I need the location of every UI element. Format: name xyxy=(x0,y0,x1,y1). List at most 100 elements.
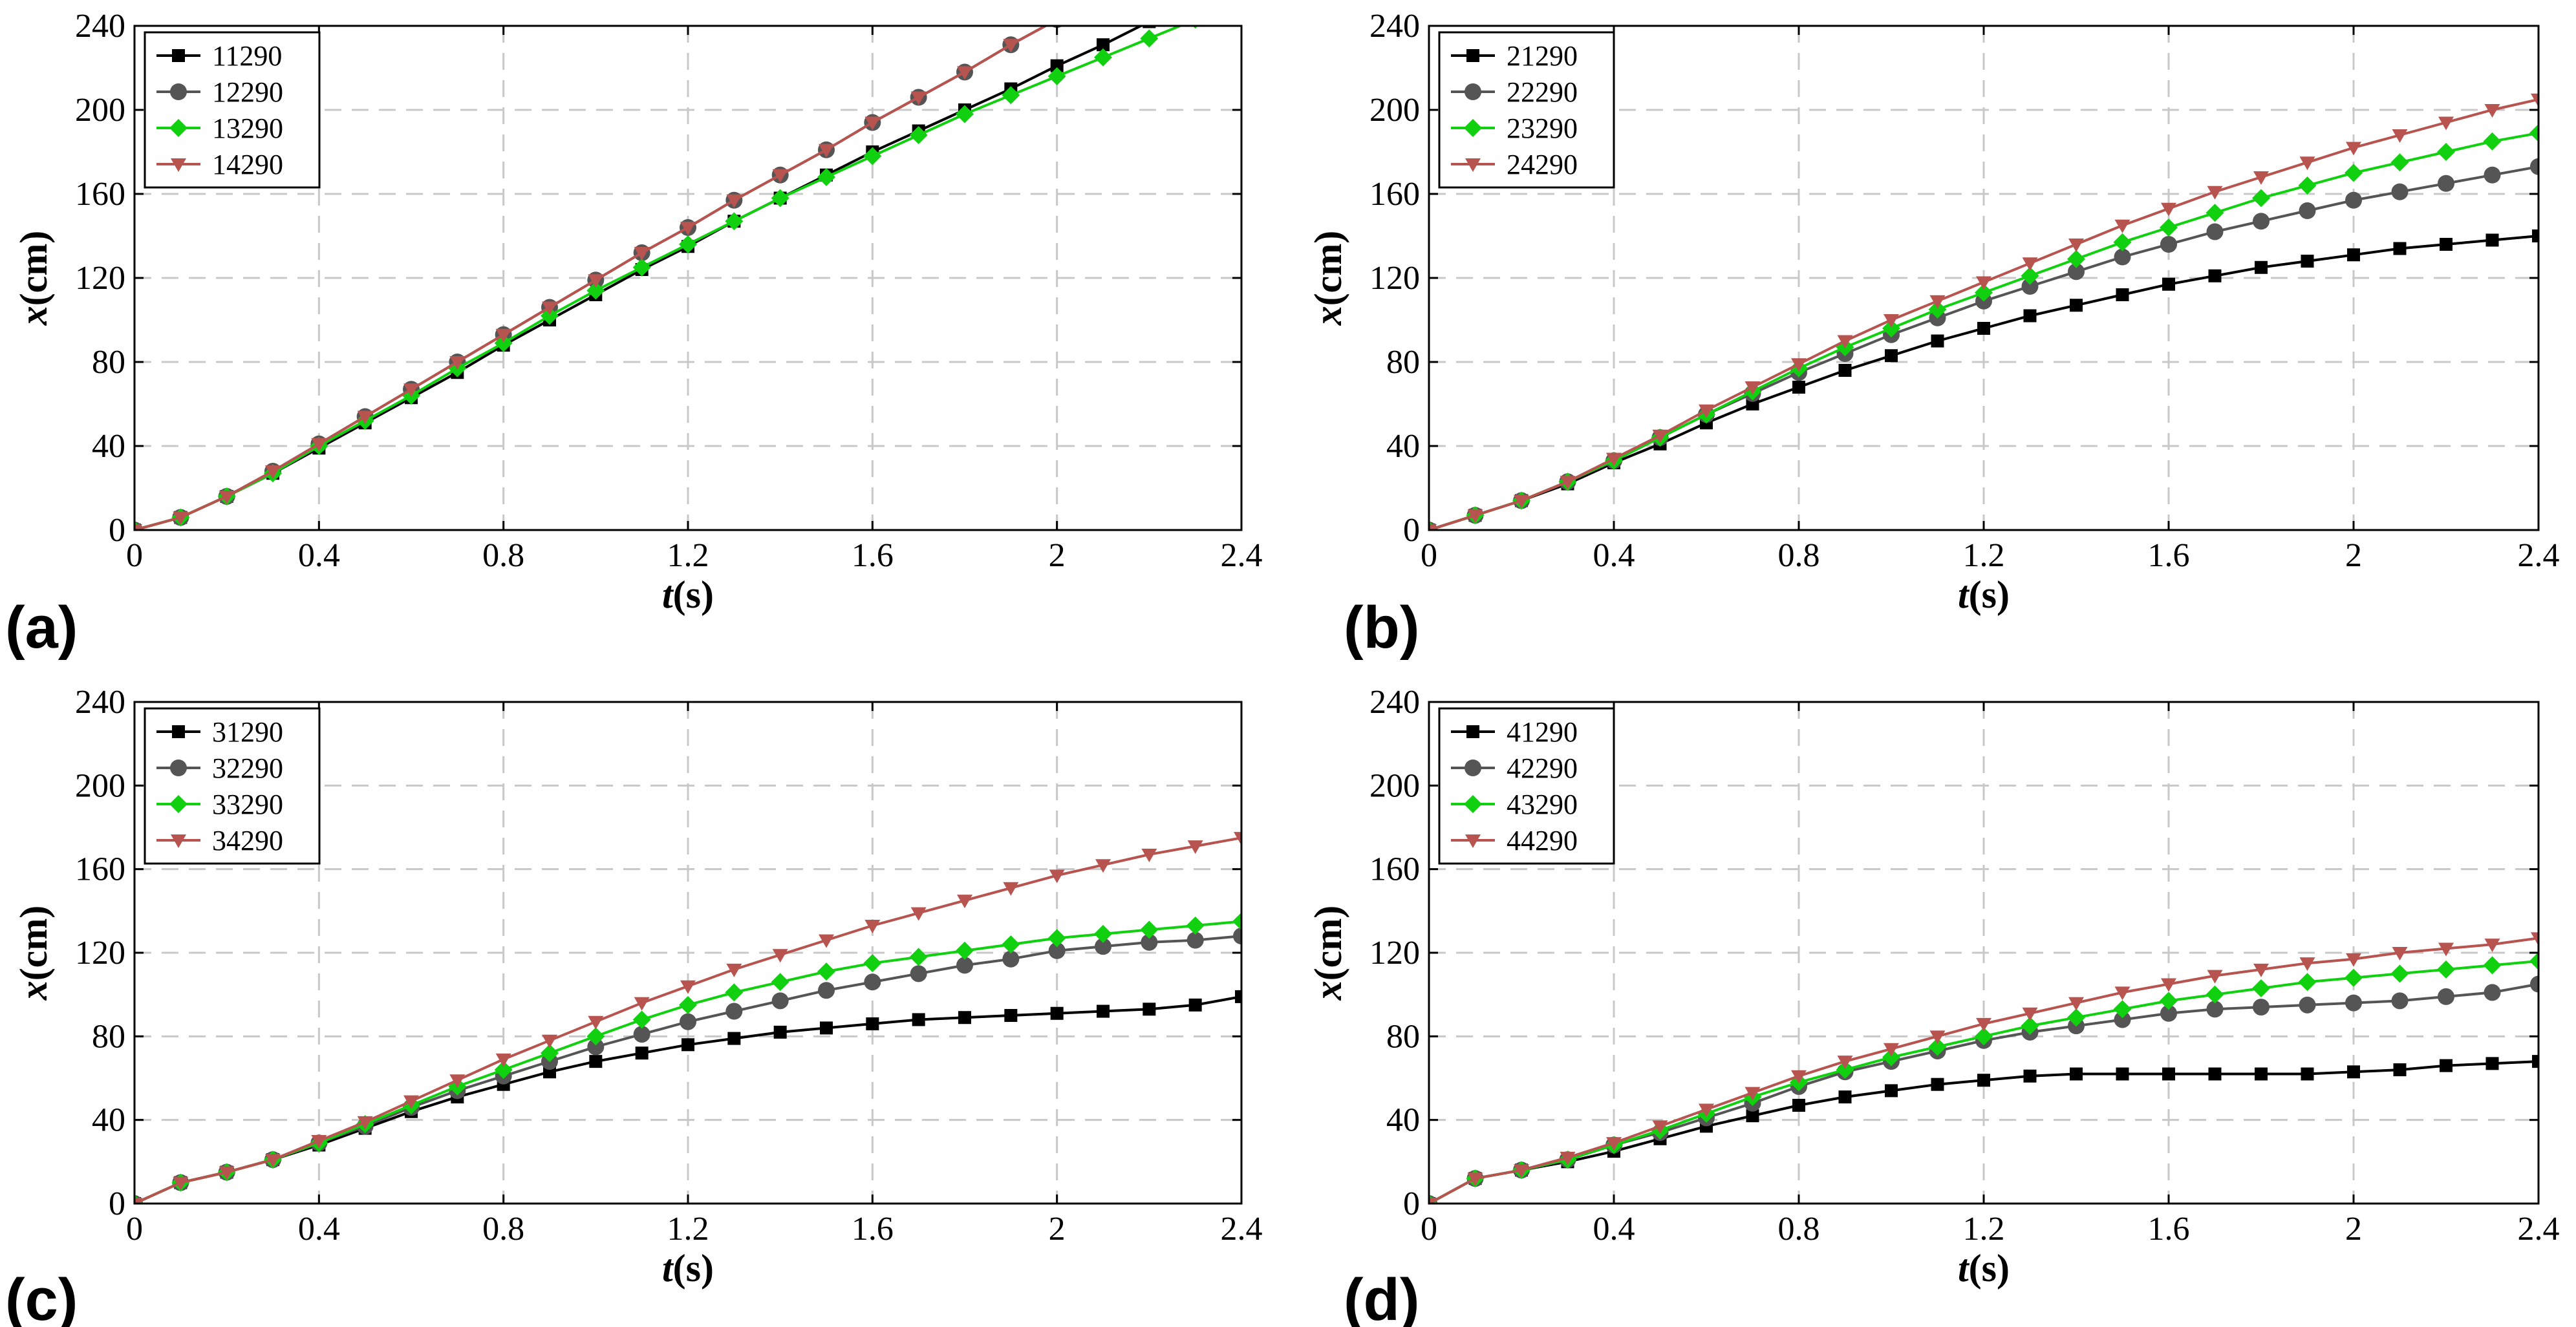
panel-d-series-43290-point xyxy=(1882,1048,1900,1067)
chart-panel-b: 0 0.4 0.8 1.2 1.6 2 2.404080120160200240t(s)x(… xyxy=(1307,8,2560,661)
panel-c-series-34290-point xyxy=(1141,849,1157,863)
panel-b-series-21290-point xyxy=(1792,381,1805,394)
panel-a-series-14290-point xyxy=(357,410,373,425)
panel-c-series-32290-point xyxy=(1002,950,1020,968)
panel-c-legend-label: 33290 xyxy=(212,789,283,820)
panel-c-series-31290-point xyxy=(866,1017,879,1030)
panel-b-series-24290-point xyxy=(2161,202,2176,217)
panel-a-series-13290-point xyxy=(725,212,744,231)
panel-d-series-44290-point xyxy=(2438,942,2454,957)
panel-d-legend-marker-43290 xyxy=(1464,795,1482,813)
panel-b-series-23290-point xyxy=(1975,283,1993,302)
panel-b-xtick-label: 0.4 xyxy=(1593,537,1635,574)
panel-b-series-23290-point xyxy=(2113,233,2132,251)
panel-d-legend-marker-42290 xyxy=(1465,759,1481,776)
panel-d-series-44290-point xyxy=(1699,1103,1714,1118)
panel-d-series-44290-point xyxy=(1744,1087,1761,1101)
panel-c-series-34290-point xyxy=(634,997,650,1011)
panel-d-series-41290-point xyxy=(1977,1074,1990,1087)
panel-c-ytick-label: 240 xyxy=(75,684,125,721)
panel-b-series-24290-point xyxy=(2022,257,2038,271)
panel-b-series-24290-point xyxy=(2531,93,2538,107)
panel-b-series-21290-point xyxy=(1931,334,1944,348)
panel-c-legend-label: 32290 xyxy=(212,752,283,784)
panel-c-legend-label: 31290 xyxy=(212,716,283,748)
panel-d-series-41290-point xyxy=(2070,1067,2083,1081)
panel-b-series-24290-point xyxy=(2484,104,2500,118)
panel-c-series-33290-point xyxy=(586,1027,605,1046)
panel-c-plot-area xyxy=(134,832,1241,1204)
panel-a-y-axis-var: x xyxy=(12,306,55,326)
panel-c-series-31290-point xyxy=(820,1021,833,1035)
panel-d-ytick-label: 160 xyxy=(1369,851,1420,888)
panel-b-xtick-label: 1.6 xyxy=(2148,537,2190,574)
panel-d-y-axis-var: x xyxy=(1307,981,1349,1001)
panel-a-ytick-label: 80 xyxy=(92,344,125,381)
panel-b-series-24290-point xyxy=(1652,429,1668,443)
panel-d-plot-area xyxy=(1429,932,2538,1204)
panel-a-series-14290-point xyxy=(634,247,650,260)
panel-c-series-31290-point xyxy=(912,1013,925,1026)
panel-a-series-14290-point xyxy=(772,169,788,183)
panel-a-x-axis-unit: (s) xyxy=(673,573,714,616)
panel-a-ytick-label: 200 xyxy=(75,92,125,129)
panel-a-series-14290-point xyxy=(134,524,142,530)
panel-c-series-33290-point xyxy=(771,973,789,992)
panel-a-series-14290-point xyxy=(495,328,511,343)
panel-c-series-34290-point xyxy=(680,980,696,994)
panel-d-x-axis-unit: (s) xyxy=(1969,1247,2010,1290)
panel-d-series-43290-point xyxy=(2298,973,2317,992)
panel-a-series-11290-point xyxy=(1143,26,1156,28)
panel-c-ytick-label: 40 xyxy=(92,1102,125,1139)
panel-d-series-44290-point xyxy=(2207,970,2223,984)
panel-b-series-21290-point xyxy=(2255,260,2268,274)
panel-c-series-34290-point xyxy=(449,1074,466,1088)
panel-b-legend-label: 23290 xyxy=(1507,112,1578,144)
panel-d-y-axis-label: x(cm) xyxy=(1307,906,1349,1001)
panel-d-xtick-label: 1.2 xyxy=(1963,1211,2005,1247)
panel-d-series-41290-point xyxy=(2532,1055,2538,1068)
panel-a-series-13290-line xyxy=(134,26,1184,530)
panel-b-series-21290-point xyxy=(2208,269,2222,282)
panel-c-series-32290-point xyxy=(1048,942,1066,959)
panel-c-series-32290-point xyxy=(1233,928,1241,945)
panel-b-series-22290-point xyxy=(2438,175,2454,192)
panel-c-series-31290-point xyxy=(1143,1003,1156,1016)
panel-d-xtick-label: 0 xyxy=(1421,1211,1437,1247)
panel-d-series-44290-point xyxy=(2161,978,2176,992)
panel-c-legend-marker-34290 xyxy=(171,834,186,848)
panel-c-legend-marker-32290 xyxy=(170,759,187,776)
panel-d-series-44290-point xyxy=(2022,1007,2038,1021)
panel-b-legend-marker-21290 xyxy=(1466,49,1479,62)
panel-d-series-42290-point xyxy=(2484,984,2501,1001)
panel-a-series-14290-point xyxy=(588,274,604,288)
chart-panel-c: 0 0.4 0.8 1.2 1.6 2 2.404080120160200240t(s)x(… xyxy=(5,684,1263,1327)
panel-c-series-34290-point xyxy=(219,1166,235,1180)
panel-b-series-24290-point xyxy=(1976,276,1991,290)
panel-d-series-44290-point xyxy=(2484,939,2500,953)
panel-a-y-axis-label: x(cm) xyxy=(12,231,55,326)
panel-b-series-24290-point xyxy=(1699,404,1714,418)
panel-c-series-32290-point xyxy=(1186,931,1204,949)
panel-c-ytick-label: 160 xyxy=(75,851,125,888)
panel-a-series-13290-point xyxy=(586,281,605,300)
panel-a-series-13290-point xyxy=(817,168,835,186)
panel-b-series-24290-point xyxy=(2114,219,2131,233)
panel-b-series-21290-point xyxy=(2347,248,2360,262)
panel-a-series-14290-point xyxy=(542,301,557,315)
panel-c-series-33290-point xyxy=(541,1044,559,1063)
panel-d-series-44290-point xyxy=(2346,953,2361,967)
panel-c-series-34290-point xyxy=(1003,882,1019,896)
panel-a-series-13290-point xyxy=(632,258,651,277)
panel-d-y-axis-unit: (cm) xyxy=(1307,906,1349,981)
panel-c-series-34290-point xyxy=(864,919,881,933)
panel-d-series-44290-point xyxy=(2531,932,2538,946)
panel-b-series-21290-point xyxy=(2162,277,2175,291)
panel-c-series-34290-point xyxy=(726,963,742,977)
panel-d-series-43290-point xyxy=(2252,979,2270,997)
panel-d-legend-marker-44290 xyxy=(1465,834,1481,848)
panel-a-legend-marker-14290 xyxy=(171,158,186,172)
panel-c-series-34290-point xyxy=(588,1015,604,1030)
panel-a-series-14290-point xyxy=(726,194,742,208)
